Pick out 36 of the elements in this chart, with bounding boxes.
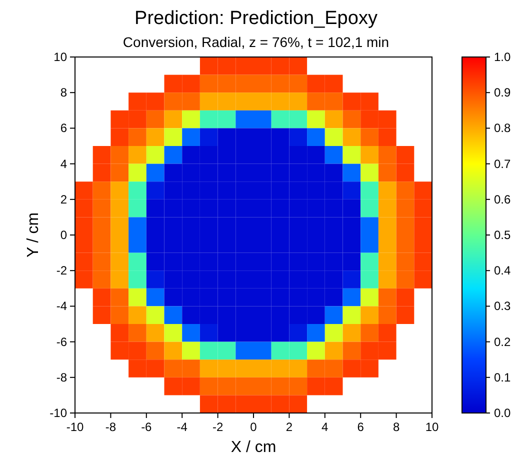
chart-title: Prediction: Prediction_Epoxy: [134, 8, 378, 29]
x-tick-label: 0: [250, 420, 258, 434]
y-tick-label: -4: [56, 299, 68, 314]
y-tick-label: 6: [60, 121, 68, 136]
color-bar-label: 0.5: [494, 228, 512, 242]
y-tick-label: 0: [60, 228, 68, 242]
x-tick-label: 8: [392, 420, 400, 434]
x-tick-label: 6: [357, 420, 364, 434]
x-axis-title: X / cm: [230, 439, 276, 456]
color-bar-label: 1.0: [494, 50, 512, 64]
y-tick-label: -6: [56, 334, 68, 349]
color-bar-label: 0.8: [494, 121, 512, 136]
y-tick-label: 2: [60, 192, 68, 206]
y-tick-label: 8: [60, 86, 68, 100]
y-tick-label: -2: [56, 264, 68, 278]
color-bar-label: 0.0: [494, 406, 512, 420]
color-bar-label: 0.6: [494, 192, 512, 206]
chart-subtitle: Conversion, Radial, z = 76%, t = 102,1 min: [122, 34, 390, 50]
y-tick-label: -8: [56, 370, 68, 384]
y-tick-label: 4: [60, 156, 68, 171]
color-bar-label: 0.3: [494, 299, 512, 314]
color-bar-label: 0.1: [494, 370, 512, 384]
color-bar-label: 0.4: [494, 264, 512, 278]
x-tick-label: 2: [286, 420, 293, 434]
x-tick-label: 4: [322, 420, 329, 434]
y-tick-label: -10: [50, 406, 68, 420]
color-bar-label: 0.2: [494, 334, 512, 349]
x-tick-label: -2: [212, 420, 224, 434]
y-tick-label: 10: [54, 50, 68, 64]
y-axis-title: Y / cm: [25, 212, 42, 258]
x-tick-label: -4: [176, 420, 188, 434]
x-tick-label: -8: [105, 420, 116, 434]
color-bar-label: 0.7: [494, 156, 512, 171]
color-bar-label: 0.9: [494, 86, 512, 100]
x-tick-label: -6: [141, 420, 152, 434]
x-tick-label: 10: [425, 420, 439, 434]
